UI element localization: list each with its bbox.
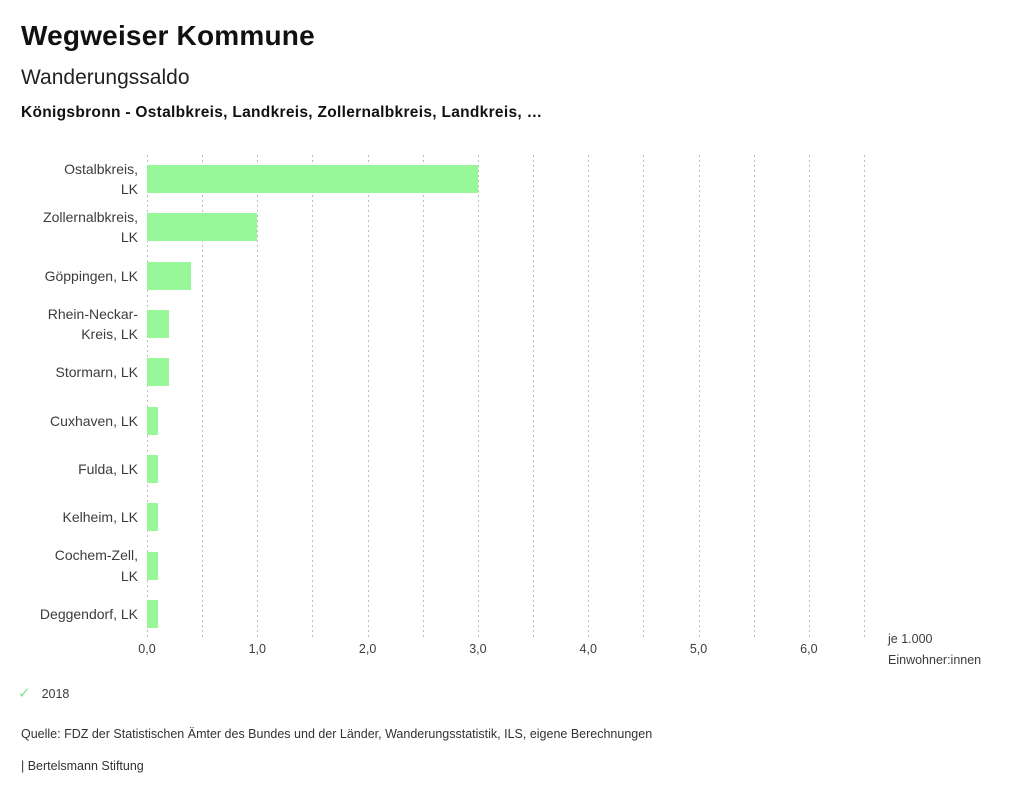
brand-text: | Bertelsmann Stiftung	[21, 759, 144, 773]
gridline	[422, 155, 424, 638]
bar[interactable]	[147, 454, 159, 483]
category-label: Kelheim, LK	[62, 509, 138, 526]
x-tick-label: 1,0	[248, 642, 266, 656]
x-tick-label: 0,0	[138, 642, 156, 656]
gridline	[202, 155, 204, 638]
check-icon: ✓	[18, 685, 31, 702]
category-label: Zollernalbkreis, LK	[43, 209, 138, 246]
axis-unit-label: je 1.000 Einwohner:innen	[888, 632, 982, 667]
chart-context: Königsbronn - Ostalbkreis, Landkreis, Zo…	[21, 104, 543, 121]
category-label: Deggendorf, LK	[39, 605, 138, 622]
bar[interactable]	[147, 551, 159, 580]
source-text: Quelle: FDZ der Statistischen Ämter des …	[21, 727, 653, 741]
chart-subtitle: Wanderungssaldo	[21, 66, 190, 89]
gridline	[257, 155, 259, 638]
category-label: Cochem-Zell, LK	[54, 547, 138, 584]
bar[interactable]	[147, 310, 170, 339]
page-title: Wegweiser Kommune	[21, 20, 315, 51]
gridline	[477, 155, 479, 638]
category-label: Stormarn, LK	[55, 364, 138, 381]
gridline	[808, 155, 810, 638]
bar[interactable]	[147, 213, 258, 242]
category-label: Cuxhaven, LK	[50, 412, 138, 429]
gridline	[698, 155, 700, 638]
category-label: Fulda, LK	[78, 460, 138, 477]
gridline	[753, 155, 755, 638]
bar[interactable]	[147, 358, 170, 387]
gridline	[643, 155, 645, 638]
x-tick-label: 3,0	[469, 642, 487, 656]
gridline	[147, 155, 148, 638]
gridline	[864, 155, 865, 638]
gridline	[367, 155, 369, 638]
category-label: Göppingen, LK	[44, 267, 138, 284]
bar[interactable]	[147, 165, 478, 194]
legend[interactable]: ✓ 2018	[18, 686, 69, 701]
x-tick-label: 5,0	[689, 642, 708, 656]
category-label: Ostalbkreis, LK	[64, 160, 138, 198]
x-tick-label: 6,0	[800, 642, 818, 656]
bar[interactable]	[147, 261, 192, 290]
legend-year-label: 2018	[41, 686, 70, 701]
bar[interactable]	[147, 406, 159, 435]
x-tick-label: 4,0	[579, 642, 597, 656]
gridline	[588, 155, 590, 638]
gridline	[533, 155, 535, 638]
bar[interactable]	[147, 503, 159, 532]
bar[interactable]	[147, 599, 159, 628]
category-label: Rhein-Neckar- Kreis, LK	[47, 305, 138, 343]
x-tick-label: 2,0	[358, 642, 377, 656]
gridline	[312, 155, 314, 638]
